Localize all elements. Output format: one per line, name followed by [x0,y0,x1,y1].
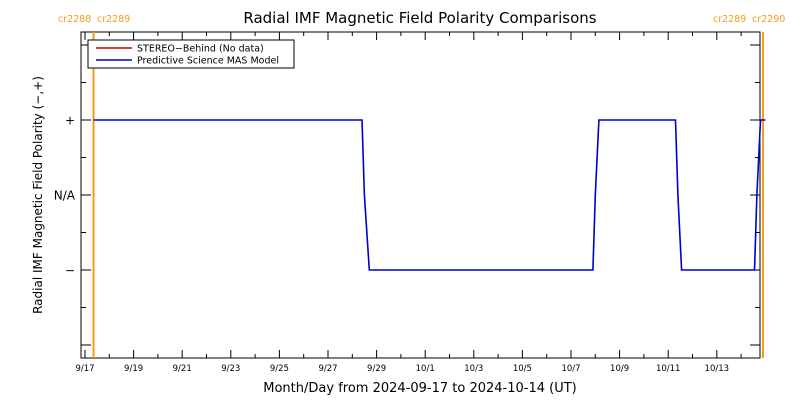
legend-label-stereo: STEREO−Behind (No data) [137,44,264,55]
series-line [93,119,766,271]
x-tick-label: 9/21 [173,364,192,374]
x-tick-label: 9/29 [367,364,386,374]
x-tick-label: 10/9 [610,364,629,374]
carrington-markers [92,32,764,358]
x-tick-label: 10/13 [705,364,730,374]
x-tick-label: 9/19 [124,364,143,374]
x-tick-label: 10/5 [513,364,532,374]
x-tick-label: 9/27 [318,364,337,374]
series-group [93,119,766,271]
legend-label-model: Predictive Science MAS Model [137,56,279,67]
x-tick-label: 10/1 [416,364,435,374]
y-axis-ticks: + N/A − [54,44,760,346]
x-tick-label: 10/11 [656,364,681,374]
plot-frame [80,31,761,359]
carrington-label-right: cr2289 [97,14,130,25]
y-tick-label: + [65,114,75,128]
carrington-label-left: cr2289 [713,14,746,25]
x-axis-ticks: 9/17 9/19 9/21 9/23 9/25 9/27 9/29 10/1 10/3 10/5… [75,32,742,374]
legend: STEREO−Behind (No data) Predictive Scien… [87,39,295,69]
x-axis-label: Month/Day from 2024-09-17 to 2024-10-14 … [263,381,576,396]
legend-box [87,39,295,69]
carrington-label-right: cr2290 [752,14,785,25]
carrington-labels: cr2288 cr2289 cr2289 cr2290 [58,14,785,25]
x-tick-label: 10/3 [464,364,483,374]
x-tick-label: 9/23 [221,364,240,374]
y-tick-label: N/A [54,189,76,203]
x-tick-label: 9/25 [270,364,289,374]
x-tick-label: 10/7 [561,364,580,374]
y-axis-label: Radial IMF Magnetic Field Polarity (−,+) [31,76,45,314]
chart-title: Radial IMF Magnetic Field Polarity Compa… [243,9,596,27]
y-tick-label: − [65,264,75,278]
carrington-label-left: cr2288 [58,14,91,25]
x-tick-label: 9/17 [75,364,94,374]
